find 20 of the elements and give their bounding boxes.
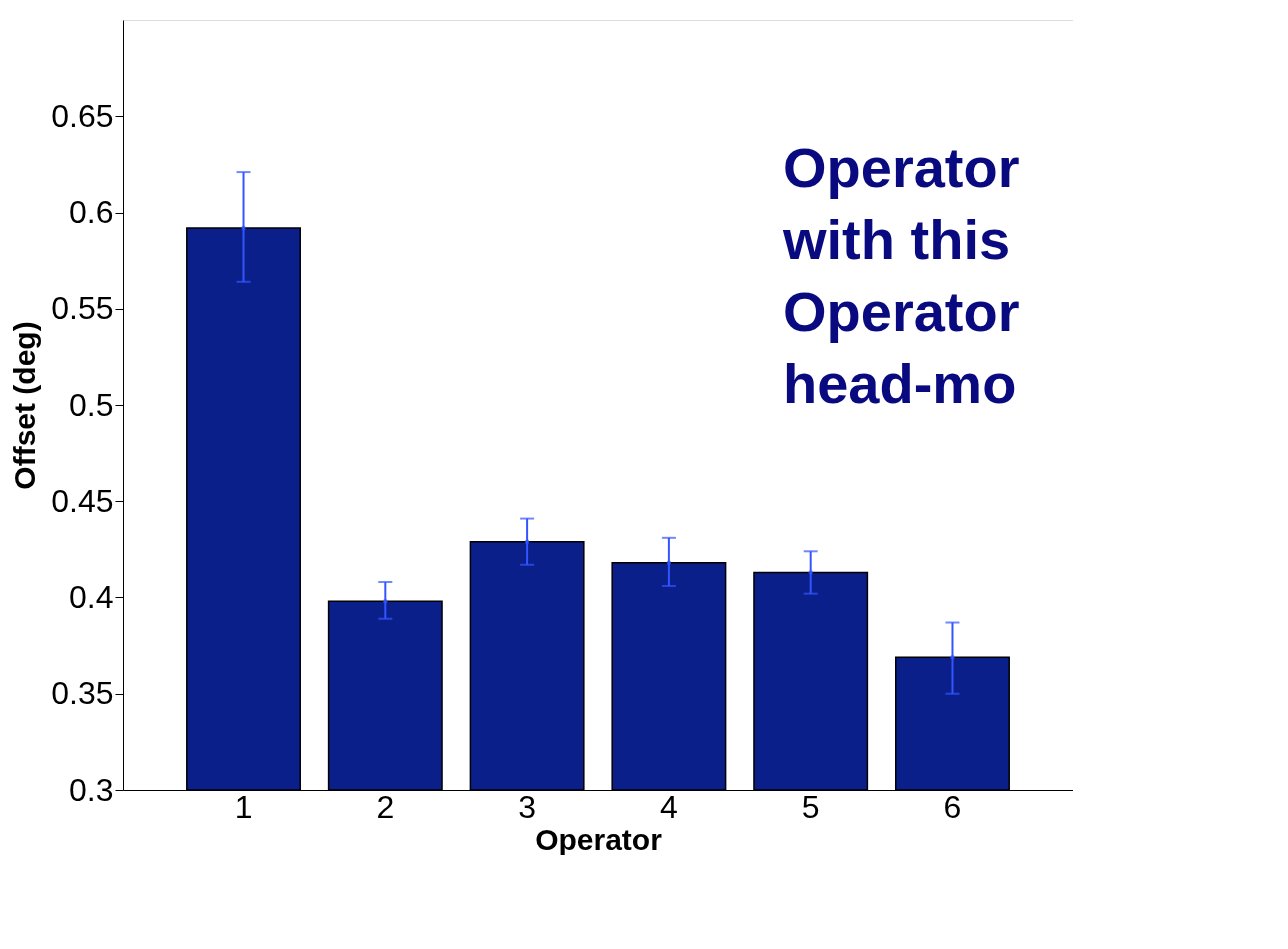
x-axis-title: Operator — [535, 822, 663, 856]
x-tick-label: 1 — [234, 788, 253, 825]
x-tick-label: 3 — [518, 788, 536, 825]
y-tick-label: 0.35 — [51, 675, 114, 712]
annotation: head-mo — [783, 352, 1017, 415]
y-axis-title: Offset (deg) — [8, 321, 42, 490]
x-tick-label: 2 — [376, 788, 395, 825]
annotation: Operator — [783, 136, 1020, 199]
annotation: Operator — [783, 280, 1020, 343]
y-tick-label: 0.65 — [51, 97, 114, 134]
y-tick-label: 0.45 — [51, 482, 114, 519]
annotation: with this — [782, 208, 1011, 271]
x-tick-label: 5 — [801, 788, 820, 825]
x-tick-label: 6 — [943, 788, 962, 825]
x-tick-label: 4 — [660, 788, 678, 825]
y-tick-label: 0.6 — [69, 194, 114, 230]
y-tick-label: 0.3 — [69, 771, 114, 808]
y-tick-label: 0.5 — [69, 386, 114, 423]
y-tick-label: 0.55 — [51, 290, 114, 327]
y-tick-label: 0.4 — [69, 579, 114, 615]
